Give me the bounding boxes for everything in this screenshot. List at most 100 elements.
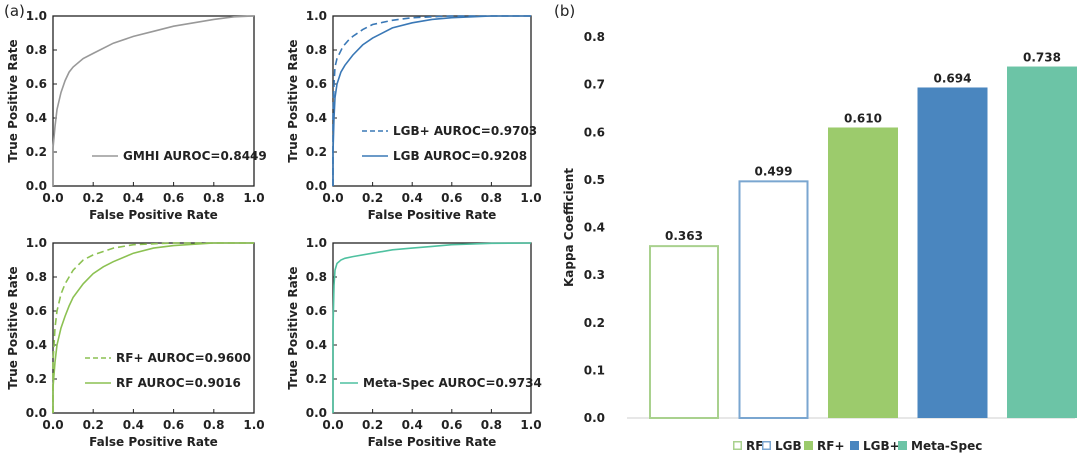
y-tick-label: 0.4 — [306, 111, 327, 125]
y-tick-label: 0.0 — [26, 406, 47, 420]
bar — [1007, 66, 1077, 418]
roc-chart-gmhi: 0.0 0.2 0.4 0.6 0.8 1.0 0.0 0.2 0.4 0.6 0.8 1.0 Fals… — [6, 9, 267, 222]
roc-curve — [52, 242, 254, 413]
x-tick-label: 0.6 — [163, 418, 184, 432]
y-tick-label: 0.5 — [584, 173, 605, 187]
legend-label: Meta-Spec — [911, 439, 982, 453]
x-tick-label: 0.2 — [83, 418, 104, 432]
bar-value-label: 0.499 — [755, 164, 793, 178]
x-tick-label: 1.0 — [520, 418, 541, 432]
y-tick-label: 0.4 — [584, 221, 605, 235]
bar-value-label: 0.363 — [665, 229, 703, 243]
x-tick-label: 0.4 — [402, 191, 423, 205]
x-tick-label: 1.0 — [243, 191, 264, 205]
y-tick-label: 0.6 — [584, 125, 605, 139]
y-tick-label: 1.0 — [306, 236, 327, 250]
plot-frame — [332, 15, 532, 187]
y-tick-label: 0.4 — [26, 338, 47, 352]
x-tick-label: 0.2 — [362, 418, 383, 432]
bar — [649, 245, 719, 419]
y-axis-label: Kappa Coefficient — [562, 168, 576, 287]
roc-chart-lgb: 0.0 0.2 0.4 0.6 0.8 1.0 0.0 0.2 0.4 0.6 0.8 1.0 Fals… — [286, 9, 542, 222]
y-tick-label: 0.4 — [26, 111, 47, 125]
y-tick-label: 0.2 — [306, 145, 327, 159]
bar — [917, 87, 988, 419]
x-tick-label: 0.4 — [123, 418, 144, 432]
legend-swatch — [762, 441, 771, 450]
x-tick-label: 0.2 — [362, 191, 383, 205]
x-axis-label: False Positive Rate — [89, 208, 218, 222]
y-axis-label: True Positive Rate — [286, 266, 300, 389]
bar — [738, 180, 809, 419]
roc-curve — [52, 15, 255, 186]
panel-label-b: (b) — [554, 2, 575, 20]
x-tick-label: 0.8 — [203, 191, 224, 205]
roc-chart-meta-spec: 0.0 0.2 0.4 0.6 0.8 1.0 0.0 0.2 0.4 0.6 0.8 1.0 Fals… — [286, 236, 542, 449]
y-axis-label: True Positive Rate — [6, 266, 20, 389]
legend-label: LGB — [775, 439, 802, 453]
y-tick-label: 0.6 — [306, 77, 327, 91]
legend-label: LGB+ — [863, 439, 900, 453]
x-tick-label: 0.8 — [203, 418, 224, 432]
roc-curve — [332, 15, 531, 186]
y-tick-label: 1.0 — [306, 9, 327, 23]
legend-label: LGB+ AUROC=0.9703 — [393, 124, 537, 138]
y-tick-label: 0.2 — [584, 316, 605, 330]
y-tick-label: 0.0 — [306, 179, 327, 193]
x-tick-label: 0.0 — [322, 191, 343, 205]
y-tick-label: 0.8 — [306, 43, 327, 57]
roc-curve — [52, 242, 254, 413]
bar-value-label: 0.738 — [1023, 51, 1061, 65]
x-tick-label: 0.8 — [481, 418, 502, 432]
y-tick-label: 0.8 — [584, 30, 605, 44]
bar-value-label: 0.694 — [934, 71, 972, 85]
roc-curve — [332, 15, 531, 186]
panel-label-a: (a) — [4, 2, 25, 20]
y-tick-label: 0.2 — [26, 372, 47, 386]
x-tick-label: 0.8 — [481, 191, 502, 205]
x-tick-label: 0.6 — [441, 418, 462, 432]
plot-frame — [52, 15, 255, 187]
y-axis-label: True Positive Rate — [286, 39, 300, 162]
x-tick-label: 1.0 — [243, 418, 264, 432]
legend-label: RF+ — [817, 439, 845, 453]
y-tick-label: 0.0 — [306, 406, 327, 420]
x-tick-label: 0.2 — [83, 191, 104, 205]
x-tick-label: 0.4 — [402, 418, 423, 432]
legend-label: RF AUROC=0.9016 — [116, 376, 241, 390]
roc-curve — [332, 242, 532, 413]
x-tick-label: 0.6 — [163, 191, 184, 205]
legend-swatch — [733, 441, 742, 450]
x-tick-label: 0.0 — [42, 191, 63, 205]
x-axis-label: False Positive Rate — [368, 435, 497, 449]
bar — [828, 127, 898, 419]
y-tick-label: 0.3 — [584, 268, 605, 282]
bar-value-label: 0.610 — [844, 111, 882, 125]
legend-label: Meta-Spec AUROC=0.9734 — [363, 376, 542, 390]
y-tick-label: 0.4 — [306, 338, 327, 352]
legend-label: LGB AUROC=0.9208 — [393, 149, 527, 163]
legend-label: RF — [746, 439, 763, 453]
y-tick-label: 1.0 — [26, 9, 47, 23]
y-tick-label: 0.8 — [26, 43, 47, 57]
kappa-bar-chart: 0.0 0.1 0.2 0.3 0.4 0.5 0.6 0.7 0.8 Kappa Coeffic… — [562, 30, 1077, 453]
y-tick-label: 0.1 — [584, 363, 605, 377]
legend-swatch — [804, 441, 813, 450]
legend-label: RF+ AUROC=0.9600 — [116, 351, 251, 365]
x-axis-label: False Positive Rate — [89, 435, 218, 449]
legend-swatch — [850, 441, 859, 450]
y-tick-label: 0.8 — [306, 270, 327, 284]
x-tick-label: 0.0 — [322, 418, 343, 432]
x-axis-label: False Positive Rate — [368, 208, 497, 222]
x-tick-label: 1.0 — [520, 191, 541, 205]
y-tick-label: 0.6 — [26, 304, 47, 318]
x-tick-label: 0.0 — [42, 418, 63, 432]
y-axis-label: True Positive Rate — [6, 39, 20, 162]
y-tick-label: 0.2 — [306, 372, 327, 386]
legend-swatch — [898, 441, 907, 450]
y-tick-label: 0.7 — [584, 78, 605, 92]
x-tick-label: 0.4 — [123, 191, 144, 205]
y-tick-label: 0.6 — [26, 77, 47, 91]
y-tick-label: 0.2 — [26, 145, 47, 159]
